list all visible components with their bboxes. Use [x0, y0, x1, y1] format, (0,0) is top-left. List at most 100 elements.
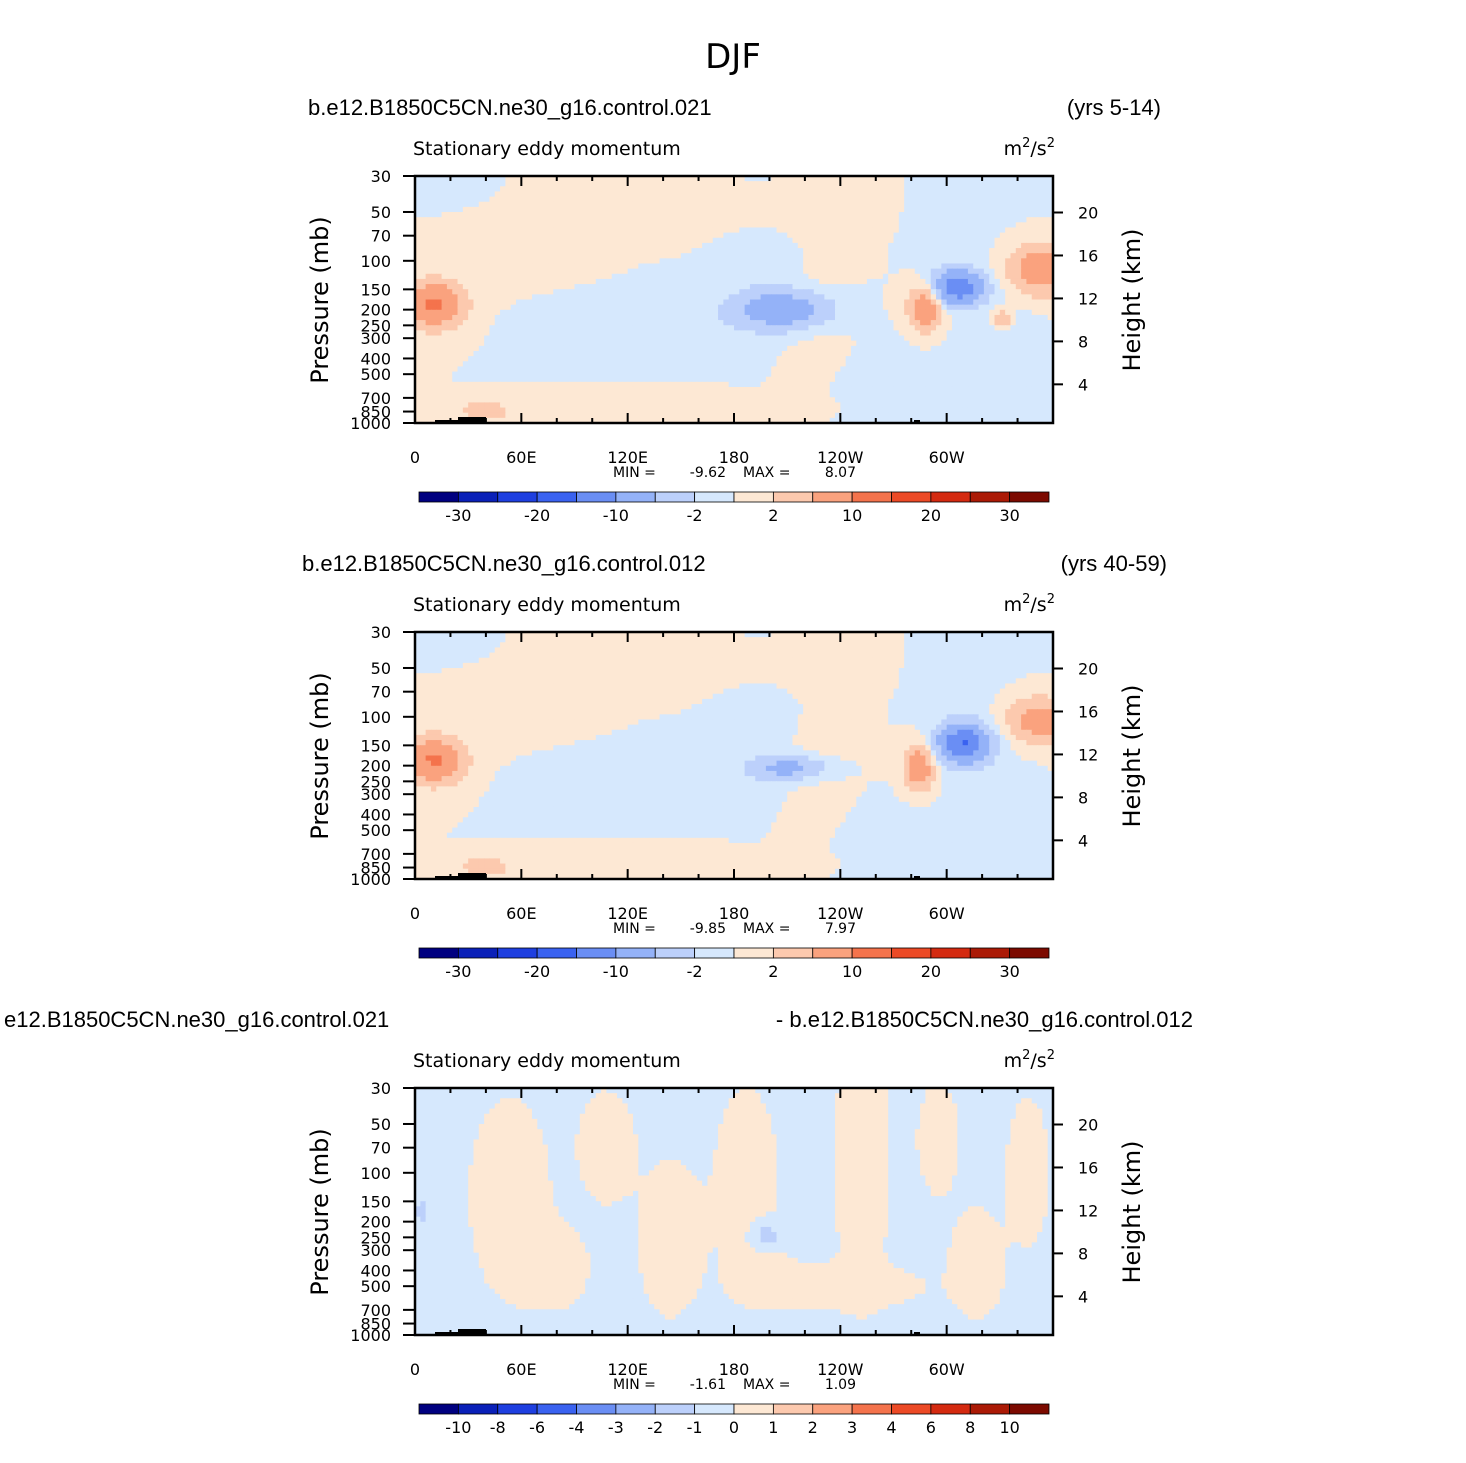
field-cell: [978, 381, 985, 388]
field-cell: [792, 340, 799, 347]
field-cell: [505, 278, 512, 285]
field-cell: [632, 227, 639, 234]
field-cell: [648, 227, 655, 234]
field-cell: [824, 217, 831, 223]
field-cell: [856, 294, 863, 301]
field-cell: [500, 268, 506, 275]
field-cell: [1005, 201, 1012, 208]
field-cell: [962, 258, 969, 265]
field-cell: [936, 181, 942, 187]
field-cell: [654, 196, 661, 203]
field-cell: [622, 186, 629, 193]
field-cell: [803, 248, 810, 254]
field-cell: [654, 217, 661, 223]
field-cell: [638, 371, 645, 378]
field-cell: [441, 196, 448, 203]
field-cell: [654, 212, 661, 218]
field-cell: [590, 201, 597, 208]
field-cell: [627, 227, 634, 234]
field-cell: [957, 335, 964, 342]
field-cell: [978, 356, 985, 362]
field-cell: [739, 206, 746, 213]
field-cell: [1005, 350, 1012, 357]
field-cell: [574, 361, 581, 367]
field-cell: [718, 263, 724, 270]
field-cell: [500, 206, 506, 213]
field-cell: [994, 237, 1001, 244]
field-cell: [723, 340, 730, 347]
field-cell: [712, 376, 719, 383]
field-cell: [723, 345, 730, 352]
field-cell: [622, 325, 629, 331]
field-cell: [765, 212, 772, 218]
field-cell: [946, 206, 953, 213]
field-cell: [856, 335, 863, 342]
field-cell: [739, 314, 746, 321]
field-cell: [797, 273, 804, 280]
field-cell: [436, 299, 443, 306]
field-cell: [664, 196, 671, 203]
field-cell: [925, 345, 932, 352]
field-cell: [441, 242, 448, 249]
field-cell: [632, 350, 639, 357]
field-cell: [797, 366, 804, 373]
field-cell: [978, 350, 985, 357]
field-cell: [707, 176, 714, 182]
field-cell: [999, 237, 1006, 244]
field-cell: [670, 304, 677, 311]
field-cell: [659, 386, 666, 393]
field-cell: [457, 206, 464, 213]
field-cell: [856, 325, 863, 331]
field-cell: [484, 268, 491, 275]
field-cell: [420, 237, 427, 244]
field-cell: [781, 314, 788, 321]
field-cell: [452, 222, 459, 229]
field-cell: [797, 371, 804, 378]
field-cell: [739, 176, 746, 182]
field-cell: [558, 299, 565, 306]
field-cell: [989, 263, 996, 270]
field-cell: [999, 217, 1006, 223]
field-cell: [505, 304, 512, 311]
field-cell: [531, 356, 538, 362]
field-cell: [776, 340, 783, 347]
field-cell: [728, 340, 735, 347]
field-cell: [957, 181, 964, 187]
field-cell: [654, 376, 661, 383]
field-cell: [521, 201, 528, 208]
field-cell: [606, 361, 613, 367]
field-cell: [973, 366, 980, 373]
field-cell: [856, 361, 863, 367]
field-cell: [542, 371, 549, 378]
field-cell: [436, 381, 443, 388]
field-cell: [808, 314, 815, 321]
field-cell: [914, 299, 921, 306]
field-cell: [718, 278, 724, 285]
field-cell: [813, 350, 820, 357]
field-cell: [547, 268, 554, 275]
field-cell: [1010, 237, 1017, 244]
field-cell: [643, 237, 650, 244]
field-cell: [989, 325, 996, 331]
field-cell: [617, 304, 623, 311]
field-cell: [696, 284, 703, 290]
field-cell: [446, 212, 453, 218]
field-cell: [1042, 356, 1049, 362]
field-cell: [553, 181, 560, 187]
field-cell: [877, 278, 884, 285]
field-cell: [967, 258, 974, 265]
field-cell: [675, 186, 682, 193]
field-cell: [484, 248, 491, 254]
field-cell: [696, 263, 703, 270]
field-cell: [585, 325, 592, 331]
field-cell: [686, 320, 693, 326]
field-cell: [648, 222, 655, 229]
field-cell: [994, 320, 1001, 326]
field-cell: [436, 242, 443, 249]
field-cell: [1015, 176, 1022, 182]
field-cell: [803, 304, 810, 311]
field-cell: [579, 196, 586, 203]
field-cell: [606, 176, 613, 182]
field-cell: [1042, 335, 1049, 342]
field-cell: [872, 191, 879, 198]
